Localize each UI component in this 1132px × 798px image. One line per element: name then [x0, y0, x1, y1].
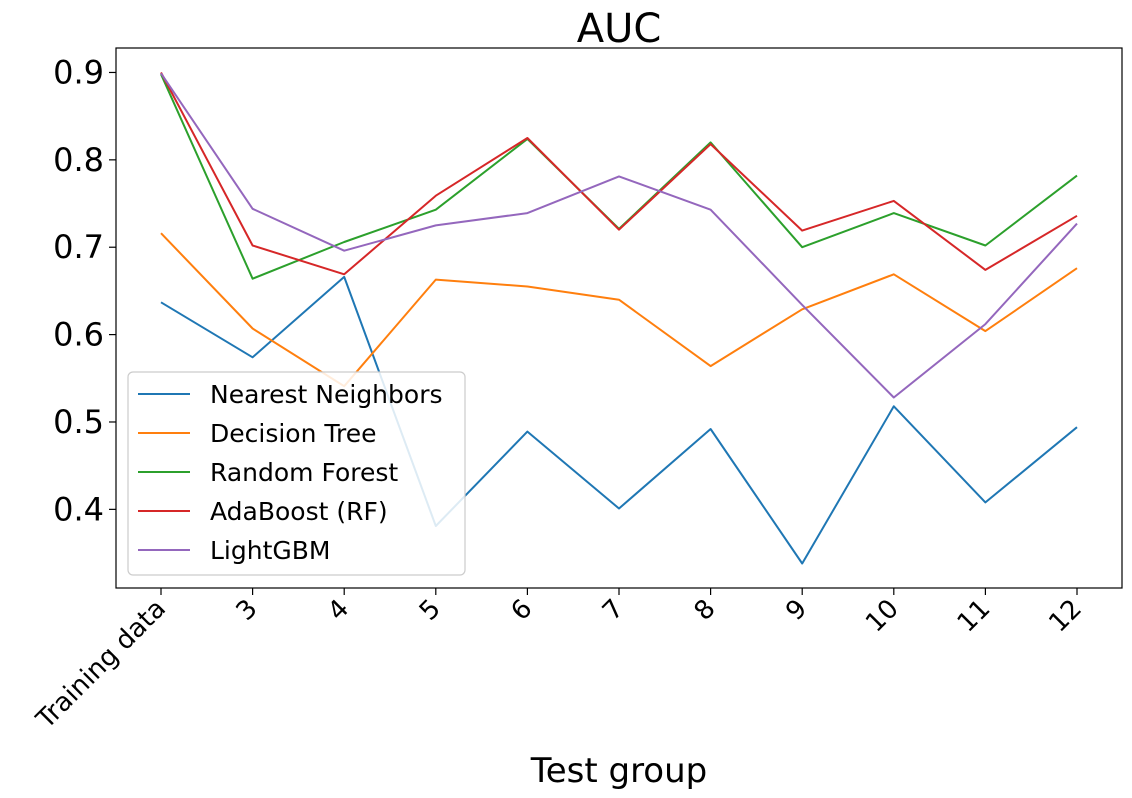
legend-label: Nearest Neighbors	[210, 380, 443, 409]
x-tick-label: 5	[414, 594, 447, 627]
legend-label: AdaBoost (RF)	[210, 497, 388, 526]
x-tick-label: 9	[780, 594, 813, 627]
x-tick-label: 11	[952, 594, 997, 639]
y-tick-label: 0.4	[53, 490, 104, 528]
legend-label: LightGBM	[210, 536, 330, 565]
x-tick-label: 6	[505, 594, 538, 627]
series-line-decision-tree	[160, 232, 1078, 388]
y-tick-label: 0.6	[53, 316, 104, 354]
y-tick-label: 0.9	[53, 53, 104, 91]
series-line-nearest-neighbors	[160, 275, 1078, 565]
legend-label: Random Forest	[210, 458, 398, 487]
x-tick-label: 12	[1043, 594, 1088, 639]
x-tick-label: Training data	[30, 594, 172, 736]
x-tick-label: 8	[689, 594, 722, 627]
legend-label: Decision Tree	[210, 419, 376, 448]
y-axis: 0.4 0.5 0.6 0.7 0.8 0.9	[53, 53, 116, 528]
x-tick-label: 7	[597, 594, 630, 627]
y-tick-label: 0.5	[53, 403, 104, 441]
x-tick-label: 3	[231, 594, 264, 627]
series-line-lightgbm	[160, 72, 1078, 399]
legend: Nearest Neighbors Decision Tree Random For…	[127, 371, 466, 576]
series-lines	[160, 72, 1078, 565]
series-line-adaboost-rf	[160, 72, 1078, 276]
x-axis: Training data 3 4 5 6 7 8 9 10 11 12	[30, 588, 1088, 735]
x-tick-label: 10	[860, 594, 905, 639]
y-tick-label: 0.8	[53, 141, 104, 179]
x-tick-label: 4	[322, 594, 355, 627]
y-tick-label: 0.7	[53, 228, 104, 266]
chart-title: AUC	[577, 6, 662, 52]
x-axis-label: Test group	[530, 751, 708, 791]
legend-box	[127, 371, 466, 576]
